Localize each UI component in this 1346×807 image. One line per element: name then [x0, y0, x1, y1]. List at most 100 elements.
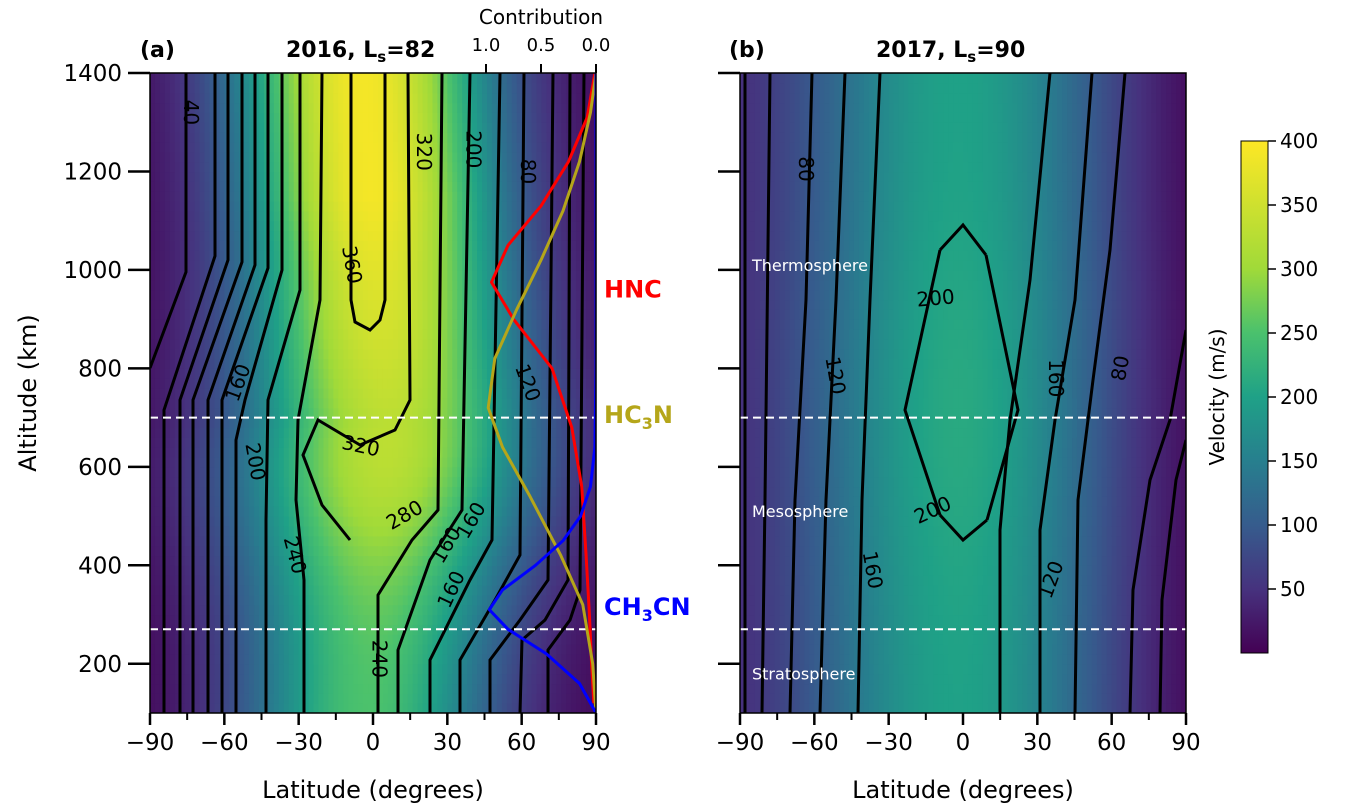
heat-cell [402, 191, 409, 202]
heat-cell [477, 653, 483, 665]
heat-cell [482, 447, 488, 458]
heat-cell [506, 644, 513, 655]
heat-cell [288, 289, 295, 301]
heat-cell [417, 407, 424, 419]
heat-cell [496, 417, 503, 429]
heat-cell [427, 289, 434, 301]
heat-cell [244, 653, 250, 665]
heat-cell [402, 644, 409, 655]
heat-cell [283, 102, 290, 113]
heat-cell [467, 191, 473, 202]
heat-cell [249, 496, 255, 507]
heat-cell [387, 575, 394, 586]
heat-cell [467, 585, 473, 596]
heat-cell [511, 161, 518, 173]
heat-cell [506, 161, 513, 173]
heat-cell [323, 565, 329, 576]
heat-cell [521, 319, 528, 330]
heat-cell [308, 585, 315, 596]
heat-cell [194, 191, 201, 202]
heat-cell [273, 486, 280, 497]
heat-cell [387, 378, 394, 389]
heat-cell [293, 683, 300, 694]
heat-cell [382, 329, 389, 340]
heat-cell [496, 447, 503, 458]
heat-cell [323, 299, 329, 310]
heat-cell [363, 486, 369, 497]
heat-cell [486, 506, 493, 517]
heat-cell [184, 693, 191, 704]
heat-cell [288, 486, 295, 497]
heat-cell [254, 378, 260, 389]
heat-cell [368, 673, 374, 685]
heat-cell [486, 132, 493, 143]
heat-cell [224, 368, 230, 379]
heat-cell [427, 378, 434, 389]
heat-cell [482, 82, 488, 94]
heat-cell [387, 132, 394, 143]
heat-cell [358, 683, 364, 694]
heat-cell [239, 437, 245, 448]
heat-cell [501, 73, 508, 84]
heat-cell [506, 703, 513, 713]
heat-cell [249, 397, 255, 409]
heat-cell [229, 683, 235, 694]
heat-cell [501, 653, 508, 665]
heat-cell [501, 289, 508, 301]
heat-cell [169, 525, 176, 537]
heat-cell [412, 506, 419, 517]
heat-cell [273, 240, 280, 251]
heat-cell [229, 220, 235, 232]
heat-cell [387, 348, 394, 360]
heat-cell [338, 329, 344, 340]
heat-cell [169, 466, 176, 478]
heat-cell [482, 388, 488, 399]
heat-cell [382, 673, 389, 685]
heat-cell [293, 673, 300, 685]
heat-cell [323, 525, 329, 537]
heat-cell [159, 348, 166, 360]
heat-cell [283, 171, 290, 182]
heat-cell [164, 201, 171, 212]
heat-cell [333, 92, 339, 104]
heat-cell [268, 407, 275, 419]
heat-cell [397, 82, 404, 94]
heat-cell [313, 585, 320, 596]
heat-cell [244, 693, 250, 704]
heat-cell [501, 663, 508, 675]
heat-cell [174, 466, 181, 478]
heat-cell [179, 92, 186, 104]
heat-cell [368, 260, 374, 271]
heat-cell [363, 565, 369, 576]
heat-cell [353, 486, 359, 497]
heat-cell [199, 161, 206, 173]
heat-cell [298, 565, 305, 576]
heat-cell [491, 171, 498, 182]
heat-cell [422, 476, 429, 488]
heat-cell [412, 250, 419, 261]
heat-cell [437, 555, 443, 566]
heat-cell [511, 388, 518, 399]
heat-cell [254, 466, 260, 478]
heat-cell [422, 299, 429, 310]
heat-cell [283, 141, 290, 153]
heat-cell [387, 220, 394, 232]
heat-cell [348, 614, 354, 625]
heat-cell [169, 644, 176, 655]
heat-cell [328, 653, 334, 665]
heat-cell [278, 545, 285, 557]
heat-cell [486, 427, 493, 438]
heat-cell [224, 673, 230, 685]
heat-cell [452, 338, 458, 350]
heat-cell [353, 329, 359, 340]
heat-cell [338, 575, 344, 586]
heat-cell [338, 151, 344, 163]
heat-cell [432, 269, 439, 281]
heat-cell [179, 181, 186, 192]
heat-cell [526, 594, 533, 606]
heat-cell [224, 604, 230, 616]
heat-cell [209, 92, 216, 104]
heat-cell [318, 585, 325, 596]
heat-cell [368, 112, 374, 123]
heat-cell [184, 703, 191, 713]
